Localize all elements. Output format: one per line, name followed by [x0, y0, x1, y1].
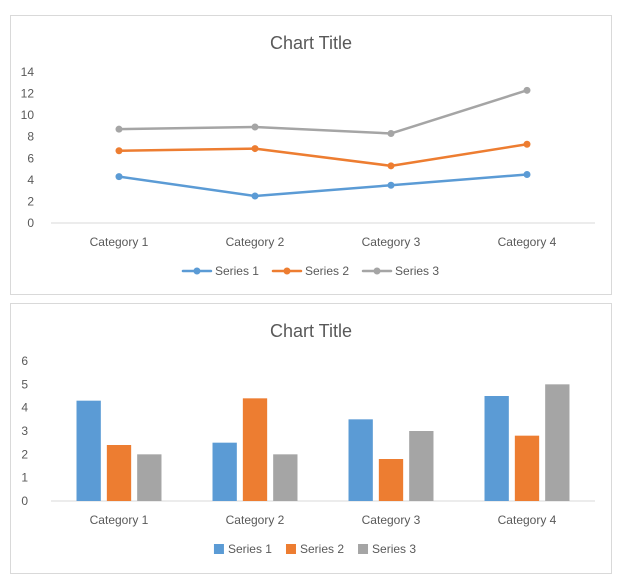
series-3-point	[251, 123, 259, 131]
legend-item: Series 1	[181, 264, 259, 278]
y-tick-label: 12	[21, 87, 35, 101]
y-tick-label: 4	[27, 173, 34, 187]
series-3-bar	[545, 384, 570, 501]
x-tick-label: Category 2	[226, 235, 285, 249]
series-2-point	[523, 140, 531, 148]
series-1-bar	[484, 396, 509, 501]
bar-chart: Chart Title 0 1 2 3 4 5 6 Category 1 Category 2 C…	[21, 321, 595, 556]
legend-swatch-marker	[193, 267, 201, 275]
series-3-point	[115, 125, 123, 133]
series-1-bar	[348, 419, 373, 501]
y-tick-label: 2	[27, 194, 34, 208]
legend-item: Series 3	[358, 542, 416, 556]
legend-label: Series 3	[395, 264, 439, 278]
series-2-point	[387, 162, 395, 170]
y-tick-label: 3	[21, 424, 28, 438]
legend-label: Series 1	[215, 264, 259, 278]
series-3-point	[387, 129, 395, 137]
line-chart-panel: Chart Title 0 2 4 6 8 10 12 14 Category 1 Categor…	[10, 15, 612, 295]
series-3-point	[523, 86, 531, 94]
y-tick-label: 6	[27, 151, 34, 165]
series-2-bar	[514, 435, 540, 501]
series-1-point	[251, 192, 259, 200]
y-tick-label: 8	[27, 130, 34, 144]
series-1-bar	[76, 400, 101, 501]
series-2-bar	[242, 398, 268, 501]
legend-item: Series 2	[271, 264, 349, 278]
y-tick-label: 1	[21, 471, 28, 485]
y-tick-label: 10	[21, 108, 35, 122]
series-3-bar	[409, 431, 434, 501]
line-chart-title: Chart Title	[270, 33, 352, 53]
series-1-point	[115, 173, 123, 181]
x-tick-label: Category 3	[362, 235, 421, 249]
x-tick-label: Category 1	[90, 513, 149, 527]
y-tick-label: 0	[27, 216, 34, 230]
legend-item: Series 2	[285, 542, 344, 556]
series-1-bar	[212, 442, 237, 501]
legend-label: Series 2	[300, 542, 344, 556]
legend-swatch	[358, 544, 369, 554]
x-tick-label: Category 4	[498, 235, 557, 249]
y-tick-label: 0	[21, 494, 28, 508]
legend-item: Series 3	[361, 264, 439, 278]
series-2-point	[251, 145, 259, 153]
legend-swatch	[285, 544, 296, 554]
series-1-point	[387, 181, 395, 189]
legend-swatch-marker	[283, 267, 291, 275]
series-2-bar	[378, 459, 404, 501]
legend-swatch-marker	[373, 267, 381, 275]
x-tick-label: Category 2	[226, 513, 285, 527]
series-2-bar	[106, 445, 132, 501]
bar-chart-title: Chart Title	[270, 321, 352, 341]
legend-label: Series 1	[228, 542, 272, 556]
x-tick-label: Category 3	[362, 513, 421, 527]
y-tick-label: 6	[21, 354, 28, 368]
series-3-bar	[137, 454, 162, 501]
legend-label: Series 3	[372, 542, 416, 556]
series-1-line	[117, 173, 529, 198]
y-tick-label: 14	[21, 65, 35, 79]
series-3-line	[117, 89, 529, 135]
y-tick-label: 5	[21, 377, 28, 391]
series-3-bar	[273, 454, 298, 501]
y-tick-label: 4	[21, 401, 28, 415]
x-tick-label: Category 4	[498, 513, 557, 527]
legend-label: Series 2	[305, 264, 349, 278]
y-tick-label: 2	[21, 447, 28, 461]
line-chart: Chart Title 0 2 4 6 8 10 12 14 Category 1 Categor…	[21, 33, 595, 278]
legend-item: Series 1	[213, 542, 272, 556]
bar-chart-panel: Chart Title 0 1 2 3 4 5 6 Category 1 Category 2 C…	[10, 303, 612, 574]
x-tick-label: Category 1	[90, 235, 149, 249]
series-2-line	[117, 143, 529, 168]
series-1-point	[523, 170, 531, 178]
legend-swatch	[213, 544, 224, 554]
series-2-point	[115, 147, 123, 155]
